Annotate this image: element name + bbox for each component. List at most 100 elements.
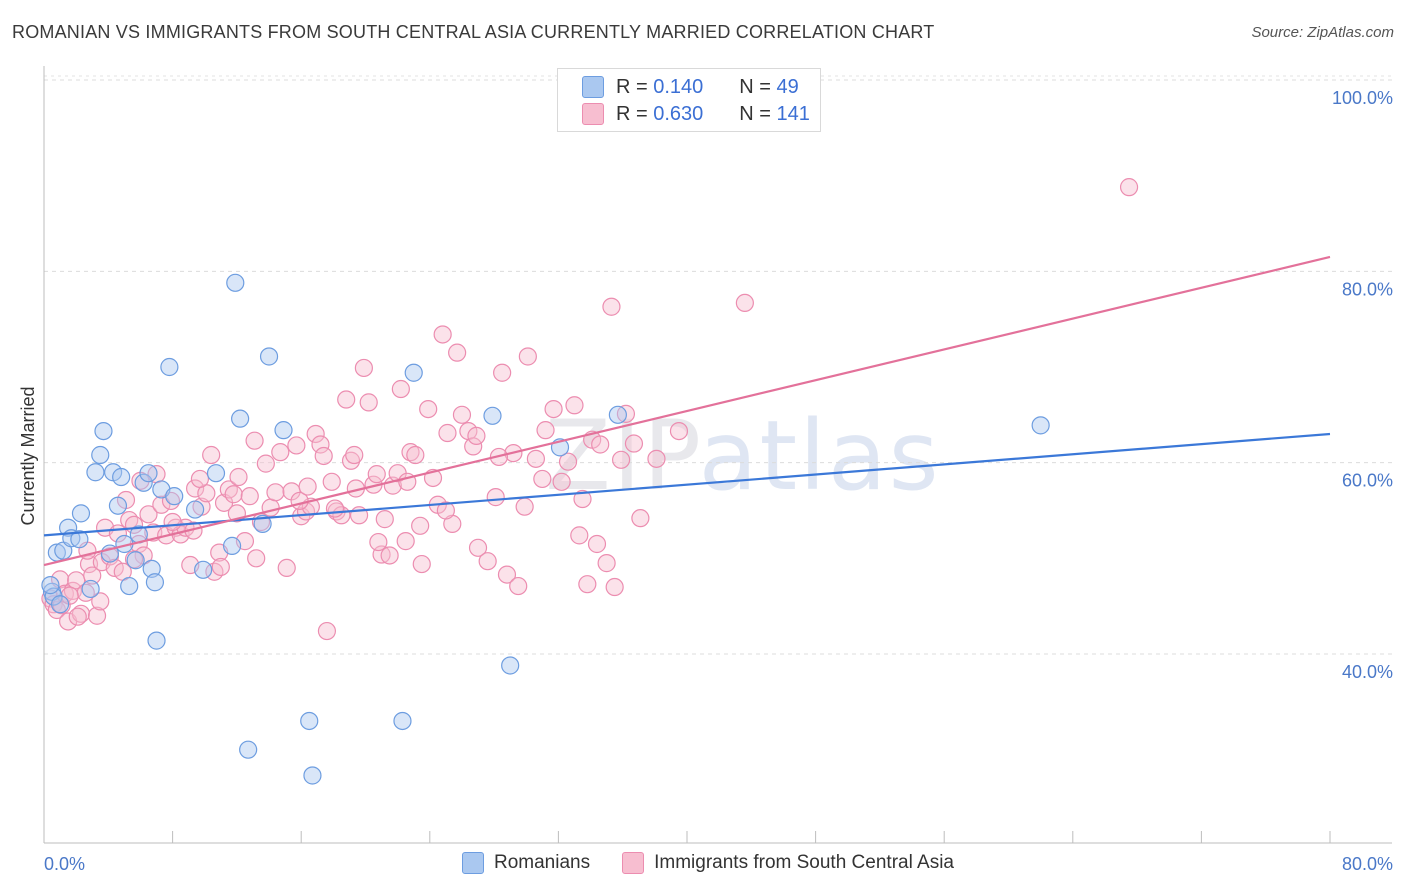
point-immigrants: [558, 452, 578, 471]
point-romanians: [165, 487, 184, 506]
gridlines: [44, 75, 1392, 655]
point-romanians: [86, 463, 105, 482]
point-romanians: [259, 347, 279, 366]
point-immigrants: [245, 431, 264, 450]
point-romanians: [139, 464, 158, 483]
stats-legend: R = 0.140 N = 49 R = 0.630 N = 141: [557, 68, 821, 132]
point-immigrants: [287, 436, 306, 455]
y-axis-title: Currently Married: [18, 386, 38, 525]
y-tick-label: 40.0%: [1342, 662, 1393, 682]
watermark-atlas: atlas: [698, 400, 941, 512]
point-romanians: [404, 363, 423, 382]
point-immigrants: [515, 497, 534, 516]
legend-r-value: 0.140: [653, 75, 704, 98]
point-immigrants: [83, 566, 102, 585]
point-immigrants: [124, 550, 144, 569]
trend-lines: [43, 255, 1331, 567]
point-immigrants: [412, 554, 431, 574]
point-romanians: [253, 514, 272, 533]
point-immigrants: [211, 557, 230, 577]
trend-line-immigrants: [43, 255, 1331, 567]
point-immigrants: [735, 293, 754, 313]
point-immigrants: [186, 479, 205, 498]
point-immigrants: [669, 421, 689, 441]
point-immigrants: [464, 437, 483, 456]
point-immigrants: [396, 532, 415, 551]
point-romanians: [483, 406, 502, 425]
point-romanians: [126, 551, 145, 570]
legend-row-immigrants: R = 0.630 N = 141: [582, 101, 810, 127]
legend-r-label: R =: [616, 102, 648, 125]
source-label: Source: ZipAtlas.com: [1251, 24, 1394, 41]
point-immigrants: [406, 445, 425, 465]
point-immigrants: [597, 554, 616, 573]
point-immigrants: [605, 577, 624, 597]
legend-swatch-immigrants: [622, 852, 645, 874]
point-immigrants: [533, 469, 552, 489]
point-immigrants: [611, 450, 631, 469]
point-immigrants: [624, 434, 644, 453]
point-immigrants: [526, 449, 545, 468]
point-immigrants: [271, 443, 290, 462]
point-immigrants: [468, 538, 488, 557]
point-romanians: [160, 357, 179, 377]
point-romanians: [300, 711, 319, 731]
legend-swatch-romanians: [582, 76, 604, 98]
point-immigrants: [587, 534, 607, 554]
legend-n-label: N =: [739, 102, 771, 125]
point-romanians: [145, 573, 165, 592]
point-immigrants: [341, 451, 361, 470]
point-romanians: [231, 409, 250, 428]
point-romanians: [70, 530, 89, 549]
point-immigrants: [369, 532, 388, 552]
point-immigrants: [497, 565, 517, 584]
legend-row-romanians: R = 0.140 N = 49: [582, 74, 799, 100]
point-immigrants: [493, 363, 512, 382]
point-immigrants: [486, 488, 505, 507]
point-immigrants: [261, 498, 280, 517]
point-romanians: [41, 576, 60, 595]
point-immigrants: [544, 399, 563, 419]
point-immigrants: [419, 399, 438, 419]
tick-labels: 40.0% 60.0% 80.0% 100.0% 0.0% 80.0%: [44, 88, 1393, 874]
point-immigrants: [391, 379, 410, 399]
legend-n-value: 49: [776, 75, 799, 98]
point-immigrants: [68, 607, 87, 626]
point-immigrants: [570, 526, 589, 545]
point-immigrants: [359, 393, 378, 412]
point-immigrants: [277, 558, 296, 578]
point-immigrants: [91, 592, 110, 611]
point-immigrants: [367, 465, 386, 484]
legend-n-value: 141: [776, 102, 810, 125]
point-immigrants: [578, 575, 597, 594]
point-immigrants: [591, 435, 610, 454]
point-immigrants: [314, 446, 333, 466]
legend-r-value: 0.630: [653, 102, 704, 125]
point-romanians: [120, 576, 139, 596]
point-romanians: [94, 421, 113, 441]
point-romanians: [226, 273, 245, 292]
point-immigrants: [448, 343, 467, 362]
point-immigrants: [536, 421, 555, 440]
point-immigrants: [436, 501, 455, 520]
point-romanians: [134, 473, 153, 492]
point-romanians: [59, 518, 78, 537]
point-romanians: [303, 766, 322, 785]
point-immigrants: [337, 390, 356, 409]
point-immigrants: [311, 435, 330, 454]
point-romanians: [147, 631, 166, 650]
point-immigrants: [71, 604, 91, 623]
y-tick-label: 60.0%: [1342, 471, 1393, 491]
legend-swatch-immigrants: [582, 103, 604, 125]
point-immigrants: [411, 516, 430, 535]
point-immigrants: [452, 405, 472, 424]
point-immigrants: [322, 472, 341, 491]
point-immigrants: [509, 576, 528, 596]
point-romanians: [608, 405, 627, 424]
point-immigrants: [266, 483, 285, 502]
point-romanians: [274, 421, 293, 440]
point-immigrants: [354, 358, 373, 378]
x-tick-label: 0.0%: [44, 854, 85, 874]
point-immigrants: [401, 443, 420, 462]
